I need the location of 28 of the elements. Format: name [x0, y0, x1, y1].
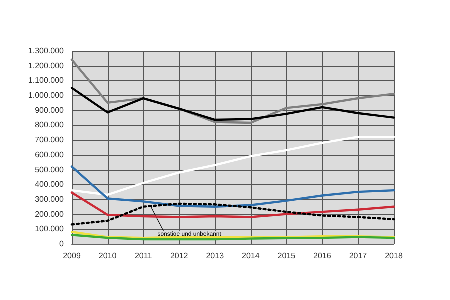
y-tick-label: 1.200.000 — [28, 61, 65, 70]
x-tick-label: 2014 — [242, 252, 260, 260]
y-tick-label: 800.000 — [35, 120, 65, 130]
x-tick-label: 2013 — [206, 252, 225, 260]
y-tick-label: 1.000.000 — [28, 91, 65, 100]
y-tick-label: 0 — [60, 240, 65, 248]
line-series — [70, 136, 396, 196]
y-tick-label: 100.000 — [35, 224, 65, 234]
y-tick-label: 700.000 — [35, 136, 65, 145]
y-tick-label: 1.300.000 — [28, 46, 65, 56]
line-series — [70, 192, 396, 218]
x-tick-label: 2017 — [349, 252, 368, 260]
x-tick-label: 2018 — [385, 252, 404, 260]
line-series — [70, 87, 396, 122]
y-tick-label: 900.000 — [35, 106, 65, 115]
x-tick-label: 2015 — [278, 252, 296, 260]
x-tick-label: 2011 — [134, 252, 153, 260]
x-tick-label: 2010 — [98, 252, 118, 260]
x-tick-label: 2016 — [314, 252, 332, 260]
x-tick-label: 2012 — [170, 252, 189, 260]
line-series — [70, 166, 396, 208]
y-tick-label: 1.100.000 — [28, 76, 65, 86]
x-tick-label: 2009 — [63, 252, 82, 260]
y-tick-label: 600.000 — [35, 150, 65, 160]
y-tick-label: 400.000 — [35, 180, 65, 190]
y-tick-label: 200.000 — [35, 210, 65, 219]
y-tick-label: 300.000 — [35, 194, 65, 204]
y-tick-label: 500.000 — [35, 165, 65, 174]
